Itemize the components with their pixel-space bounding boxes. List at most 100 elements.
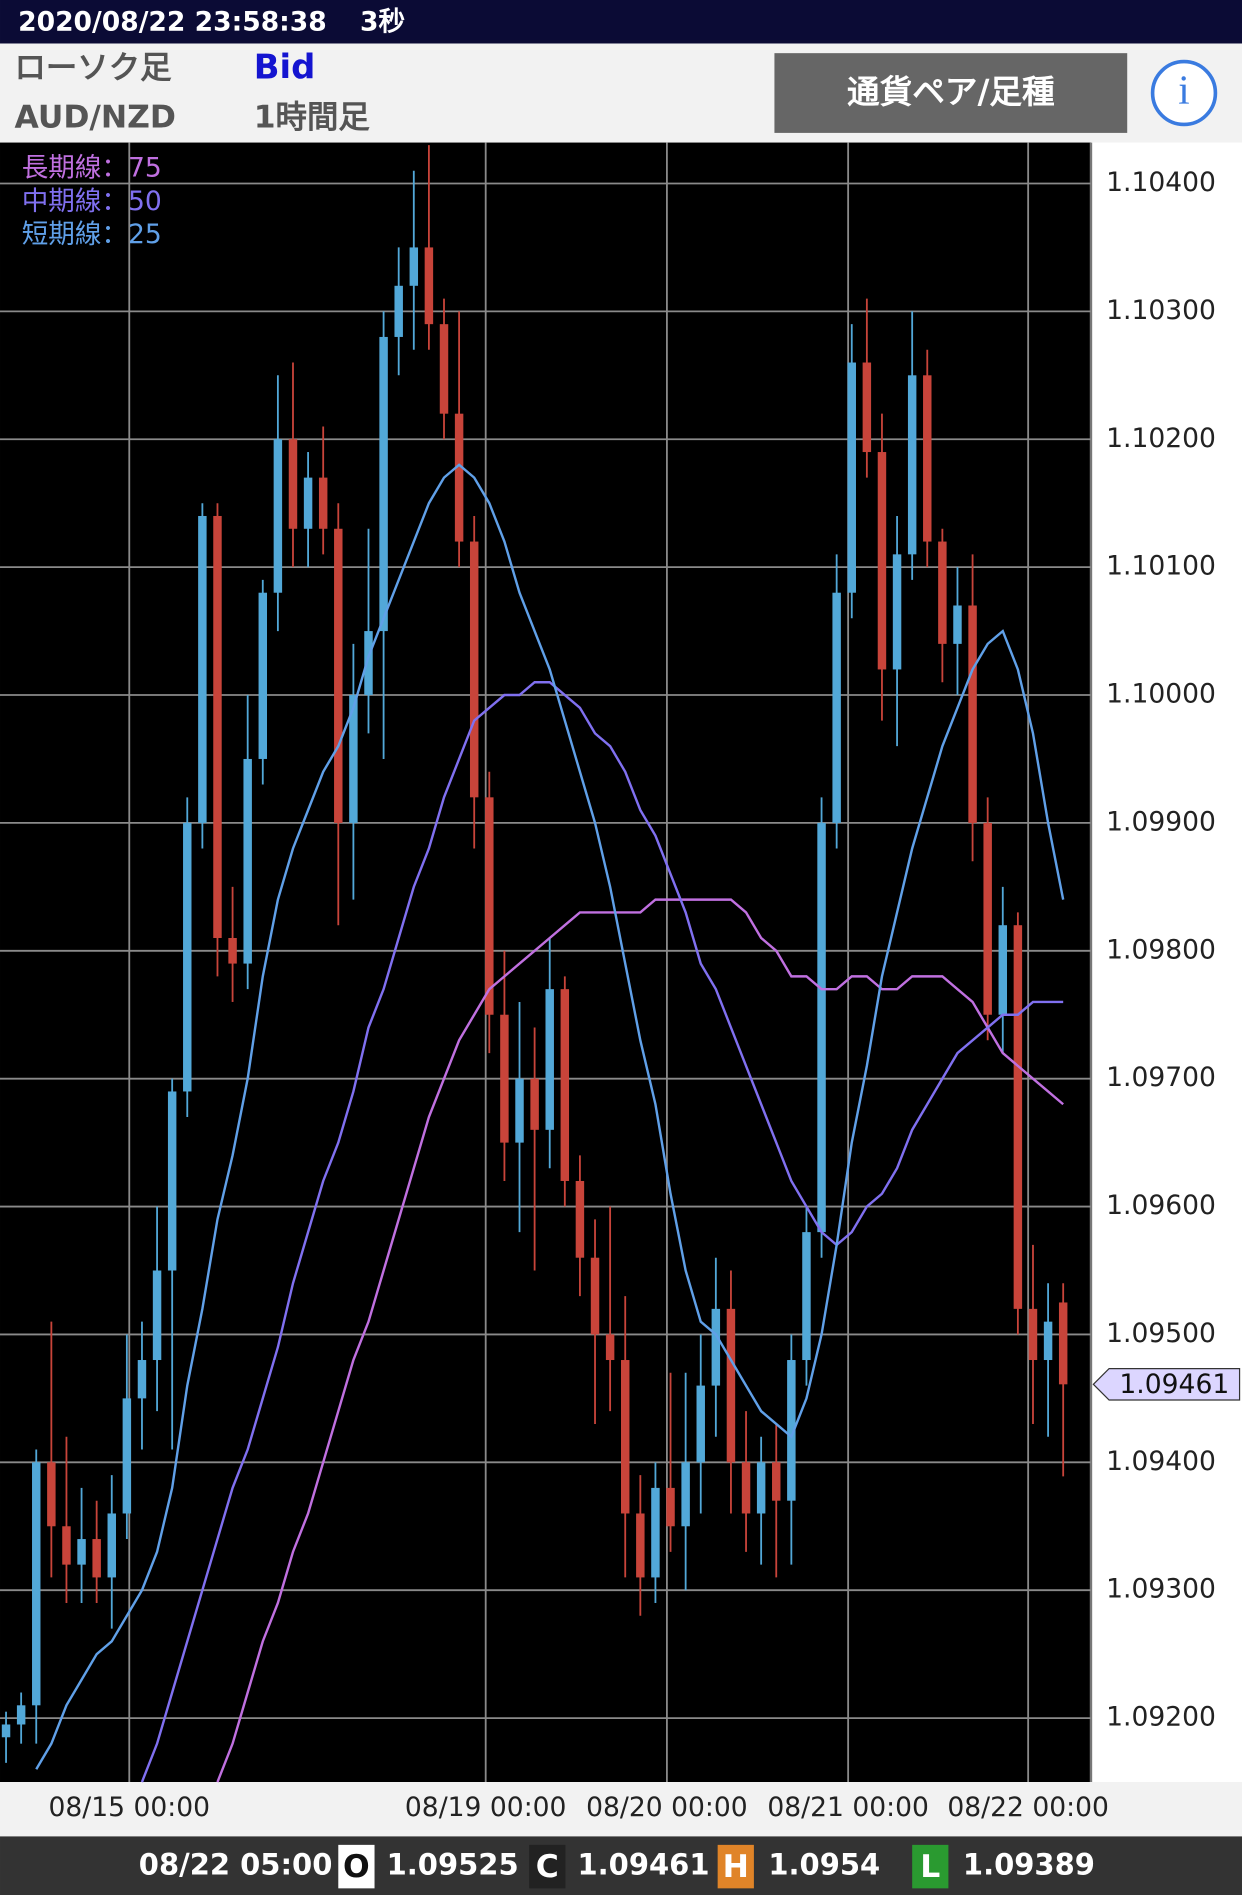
candle-body [258, 592, 268, 759]
current-price-label: 1.09461 [1119, 1369, 1229, 1400]
ohlc-badge [717, 1844, 754, 1889]
candle-body [469, 541, 479, 798]
candle-body [1028, 1308, 1038, 1361]
candle-body [726, 1308, 736, 1463]
candle-body [892, 554, 902, 670]
ohlc-bar [0, 1836, 1242, 1895]
ohlc-badge [912, 1844, 949, 1889]
candle-body [817, 822, 826, 1233]
x-tick-label: 08/20 00:00 [586, 1792, 748, 1823]
ohlc-badge [338, 1844, 375, 1889]
candle-body [137, 1360, 147, 1399]
candle-body [756, 1462, 766, 1514]
x-tick-label: 08/19 00:00 [405, 1792, 567, 1823]
candle-body [318, 477, 328, 529]
candle-body [379, 336, 388, 632]
candle-body [213, 515, 222, 939]
y-tick-label: 1.10200 [1106, 423, 1216, 454]
time-axis [0, 1782, 1242, 1837]
y-tick-label: 1.09500 [1106, 1318, 1216, 1349]
labels: 1.09200 1.09300 1.09400 1.09500 1.09600 1.097… [22, 153, 1229, 1889]
candle-body [47, 1462, 56, 1527]
candle-body [500, 1014, 509, 1143]
candle-body [621, 1360, 630, 1514]
candle-body [198, 515, 207, 823]
ohlc-badge [529, 1844, 566, 1889]
candle-body [923, 375, 932, 542]
candle-body [303, 477, 313, 529]
y-tick-label: 1.09600 [1106, 1190, 1216, 1221]
candle-body [862, 362, 872, 453]
y-tick-label: 1.09200 [1106, 1702, 1216, 1733]
refresh-interval: 3秒 [360, 6, 405, 37]
candle-body [772, 1462, 781, 1501]
x-tick-label: 08/21 00:00 [767, 1792, 929, 1823]
candle-body [152, 1270, 162, 1361]
candle-body [1, 1724, 11, 1738]
candle-body [454, 413, 464, 542]
candle-body [847, 362, 856, 593]
candle-body [953, 605, 962, 644]
candle-body [832, 592, 841, 823]
candle-body [907, 375, 917, 555]
candle-body [77, 1539, 86, 1565]
candle-body [590, 1257, 600, 1335]
ohlc-badge-label: O [343, 1849, 370, 1885]
info-icon[interactable]: i [1178, 67, 1189, 113]
marks [1, 145, 1241, 1783]
ohlc-badge-label: L [920, 1849, 940, 1885]
ohlc-value: 1.0954 [768, 1848, 880, 1882]
y-tick-label: 1.10000 [1106, 679, 1216, 710]
y-tick-label: 1.09700 [1106, 1062, 1216, 1093]
y-tick-label: 1.10100 [1106, 551, 1216, 582]
candle-body [998, 925, 1008, 1015]
candle-body [424, 247, 434, 325]
moving-average [140, 681, 1064, 1783]
candle-body [334, 528, 343, 823]
candle-body [243, 758, 252, 964]
candle-body [605, 1334, 615, 1361]
current-price-tag [1092, 1368, 1241, 1401]
ohlc-badge-label: C [536, 1849, 559, 1885]
candle-body [741, 1462, 751, 1514]
candle-body [802, 1232, 811, 1361]
pair: AUD/NZD [15, 99, 177, 135]
candle-body [560, 989, 570, 1181]
ohlc-value: 1.09389 [963, 1848, 1095, 1882]
candle-body [515, 1078, 524, 1143]
y-tick-label: 1.09300 [1106, 1574, 1216, 1605]
legend-entry: 中期線：50 [22, 186, 162, 217]
candle-body [877, 452, 887, 670]
chart-kind: ローソク足 [15, 50, 173, 86]
candle-body [666, 1487, 675, 1527]
y-tick-label: 1.09800 [1106, 934, 1216, 965]
ohlc-value: 1.09525 [387, 1848, 519, 1882]
ohlc-value: 1.09461 [578, 1848, 710, 1882]
candle-body [394, 285, 403, 337]
candle-body [651, 1487, 660, 1578]
info-button[interactable] [1150, 59, 1218, 127]
pair-button-label[interactable]: 通貨ペア/足種 [847, 73, 1055, 111]
price-side: Bid [254, 47, 316, 86]
candle-body [16, 1705, 26, 1725]
y-tick-label: 1.09400 [1106, 1446, 1216, 1477]
candle-body [787, 1360, 796, 1501]
candle-body [228, 938, 237, 964]
candle-body [122, 1398, 132, 1514]
y-tick-label: 1.10300 [1106, 295, 1216, 326]
candle-body [530, 1078, 539, 1130]
candle-body [183, 822, 192, 1092]
candle-body [968, 605, 977, 823]
y-tick-label: 1.10400 [1106, 167, 1216, 198]
candle-body [938, 541, 947, 644]
legend-entry: 長期線：75 [22, 153, 162, 184]
moving-average [35, 463, 1065, 1770]
candle-body [273, 439, 283, 593]
pair-button[interactable] [774, 53, 1128, 133]
candle-body [1043, 1321, 1053, 1361]
legend-entry: 短期線：25 [22, 219, 162, 250]
candle-body [364, 631, 373, 696]
candle-body [983, 822, 992, 1015]
